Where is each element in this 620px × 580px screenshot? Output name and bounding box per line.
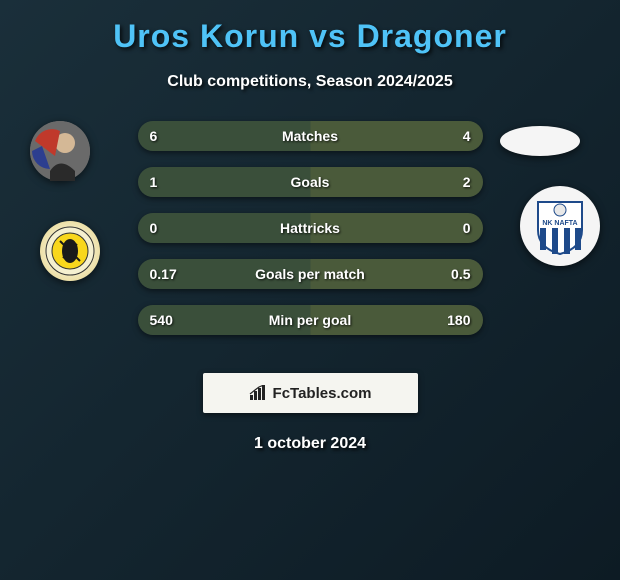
chart-icon bbox=[249, 385, 267, 401]
club-badge-left bbox=[40, 221, 100, 281]
stats-area: NK NAFTA 6 Matches 4 1 Goals 2 0 Hattric… bbox=[0, 121, 620, 361]
stat-label: Min per goal bbox=[138, 312, 483, 328]
stat-left-value: 6 bbox=[150, 128, 158, 144]
stat-label: Goals bbox=[138, 174, 483, 190]
svg-text:NK NAFTA: NK NAFTA bbox=[542, 220, 577, 227]
stat-row-matches: 6 Matches 4 bbox=[138, 121, 483, 151]
infographic-container: Uros Korun vs Dragoner Club competitions… bbox=[0, 0, 620, 463]
stat-right-value: 2 bbox=[463, 174, 471, 190]
stat-left-value: 0.17 bbox=[150, 266, 177, 282]
infographic-date: 1 october 2024 bbox=[0, 435, 620, 453]
stat-row-hattricks: 0 Hattricks 0 bbox=[138, 213, 483, 243]
nafta-icon: NK NAFTA bbox=[528, 194, 592, 258]
stat-left-value: 1 bbox=[150, 174, 158, 190]
branding-text: FcTables.com bbox=[273, 385, 372, 402]
stat-right-value: 0.5 bbox=[451, 266, 470, 282]
stat-row-goals: 1 Goals 2 bbox=[138, 167, 483, 197]
comparison-title: Uros Korun vs Dragoner bbox=[0, 18, 620, 55]
branding-badge: FcTables.com bbox=[203, 373, 418, 413]
stat-row-goals-per-match: 0.17 Goals per match 0.5 bbox=[138, 259, 483, 289]
stat-right-value: 4 bbox=[463, 128, 471, 144]
stat-row-min-per-goal: 540 Min per goal 180 bbox=[138, 305, 483, 335]
season-subtitle: Club competitions, Season 2024/2025 bbox=[0, 73, 620, 91]
stat-left-value: 540 bbox=[150, 312, 173, 328]
player-avatar-left bbox=[30, 121, 90, 181]
stat-rows: 6 Matches 4 1 Goals 2 0 Hattricks 0 0.17… bbox=[138, 121, 483, 335]
stat-label: Goals per match bbox=[138, 266, 483, 282]
stat-left-value: 0 bbox=[150, 220, 158, 236]
stat-label: Hattricks bbox=[138, 220, 483, 236]
avatar-icon bbox=[30, 121, 90, 181]
radomlje-icon bbox=[45, 226, 95, 276]
club-badge-right: NK NAFTA bbox=[520, 186, 600, 266]
stat-right-value: 180 bbox=[447, 312, 470, 328]
club-badge-right-oval bbox=[500, 126, 580, 156]
stat-label: Matches bbox=[138, 128, 483, 144]
stat-right-value: 0 bbox=[463, 220, 471, 236]
